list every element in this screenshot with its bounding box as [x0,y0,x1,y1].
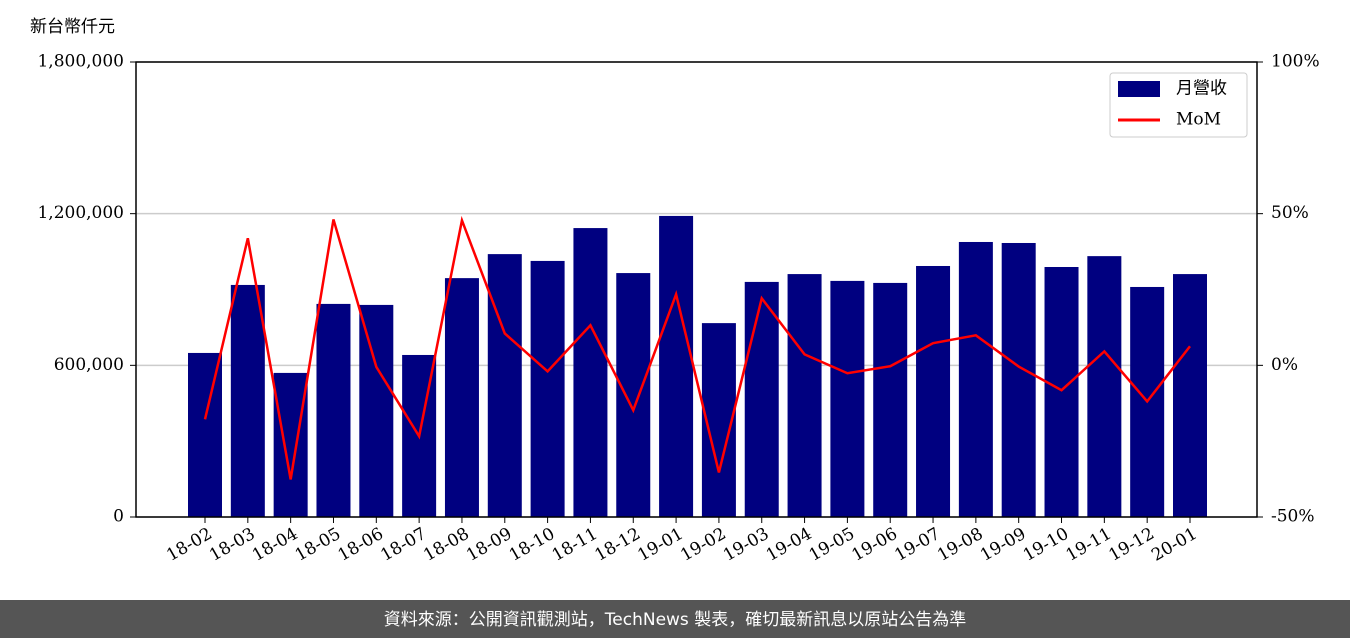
bar [273,372,308,517]
source-note: 資料來源：公開資訊觀測站，TechNews 製表，確切最新訊息以原站公告為準 [384,610,966,630]
bar [230,284,265,517]
x-tick-label: 18-08 [420,524,472,566]
line [203,215,1191,480]
bar [1044,267,1079,517]
bar [787,274,822,517]
bar [916,265,951,517]
y-tick-label: 0 [113,507,124,527]
x-tick-label: 18-02 [163,524,215,566]
x-tick-label: 19-05 [806,524,858,566]
x-tick-label: 19-04 [763,524,815,566]
y2-tick-label: -50% [1271,507,1315,527]
bar [1001,242,1036,517]
x-tick-label: 18-05 [292,524,344,566]
bar [958,241,993,517]
y2-tick-label: 0% [1271,355,1298,375]
footer-band [0,600,1350,638]
bar [359,304,394,517]
y-axis-label: 新台幣仟元 [30,17,115,37]
x-tick-label: 18-11 [549,524,601,566]
x-tick-label: 18-07 [377,524,429,566]
bar [188,352,222,517]
bar [744,281,779,517]
x-tick-label: 19-08 [934,524,986,566]
x-tick-label: 18-06 [335,524,387,566]
bar [573,228,608,517]
y2-tick-label: 100% [1271,52,1320,72]
legend: 月營收 MoM [1109,72,1248,138]
y-tick-label: 1,800,000 [37,52,124,72]
y-tick-label: 600,000 [54,355,124,375]
legend-label: MoM [1176,110,1221,130]
bar [1087,256,1122,517]
bar [530,260,565,517]
x-tick-label: 18-04 [249,524,301,566]
x-tick-label: 18-12 [592,524,644,566]
x-tick-label: 19-09 [977,524,1029,566]
x-tick-label: 18-09 [463,524,515,566]
x-tick-label: 19-02 [677,524,729,566]
x-tick-label: 19-07 [891,524,943,566]
bar [316,303,351,517]
x-tick-label: 18-10 [506,524,558,566]
legend-label: 月營收 [1176,79,1227,99]
x-tick-label: 19-01 [634,524,686,566]
bar [487,254,522,517]
bar [659,215,694,518]
plot-frame [135,61,1258,518]
y2-tick-label: 50% [1271,203,1309,223]
bar [1173,274,1207,517]
x-tick-label: 19-06 [849,524,901,566]
y-tick-label: 1,200,000 [37,203,124,223]
bar [444,278,479,517]
x-tick-label: 19-11 [1063,524,1115,566]
x-tick-label: 19-03 [720,524,772,566]
legend-swatch [1118,81,1160,97]
x-tick-label: 20-01 [1148,524,1200,566]
x-tick-label: 19-12 [1105,524,1157,566]
bar [616,273,651,517]
bar [873,282,908,517]
x-tick-label: 19-10 [1020,524,1072,566]
x-tick-label: 18-03 [206,524,258,566]
bar [830,280,865,517]
